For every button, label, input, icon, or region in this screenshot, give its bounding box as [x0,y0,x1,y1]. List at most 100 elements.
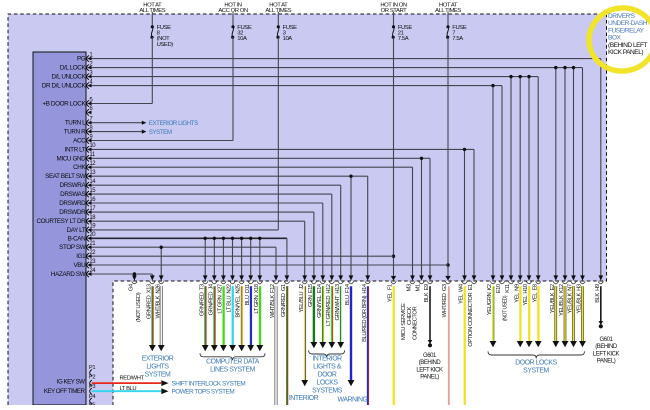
svg-text:OPTION CONNECTOR E1: OPTION CONNECTOR E1 [468,284,474,347]
svg-text:KICK PANEL): KICK PANEL) [608,49,643,56]
svg-text:UNDER-DASH: UNDER-DASH [608,20,648,27]
svg-text:23: 23 [89,259,96,265]
svg-text:ALL TIMES: ALL TIMES [265,8,291,14]
svg-text:FUSE: FUSE [398,25,413,31]
svg-text:ALL TIMES: ALL TIMES [435,8,461,14]
svg-text:CONNECTOR: CONNECTOR [412,307,418,340]
svg-text:20: 20 [89,232,96,238]
svg-text:16: 16 [89,197,96,203]
svg-text:YEL/BLU J2: YEL/BLU J2 [299,284,305,312]
svg-text:15: 15 [89,188,96,194]
svg-text:KEY OFF TIMER: KEY OFF TIMER [44,388,86,395]
svg-text:P1: P1 [89,365,95,371]
svg-text:YEL F1: YEL F1 [388,284,394,302]
svg-text:FUSE: FUSE [237,25,252,31]
svg-text:STOP SW: STOP SW [59,244,86,251]
svg-text:BLU/RED (OR BRN) H14: BLU/RED (OR BRN) H14 [362,283,368,342]
svg-text:HAZARD SW: HAZARD SW [51,271,86,278]
svg-text:CHECK: CHECK [407,306,413,325]
svg-text:12: 12 [89,161,96,167]
svg-text:1: 1 [89,52,93,58]
svg-text:24: 24 [89,268,96,274]
svg-text:HOT IN: HOT IN [224,2,241,8]
svg-text:5: 5 [89,97,93,103]
svg-text:+B DOOR LOCK: +B DOOR LOCK [42,101,86,108]
svg-text:LEFT KICK: LEFT KICK [593,351,620,357]
svg-text:G601: G601 [423,353,437,359]
svg-text:YEL E8: YEL E8 [532,284,538,302]
svg-text:HOT AT: HOT AT [439,2,458,8]
svg-text:FUSE: FUSE [283,25,298,31]
svg-text:2: 2 [89,61,93,67]
svg-text:7.5A: 7.5A [452,36,463,42]
svg-text:7: 7 [89,117,93,123]
svg-text:LOCKS: LOCKS [316,380,338,387]
svg-text:GRN/RED G1: GRN/RED G1 [281,284,287,317]
svg-text:6: 6 [89,106,93,112]
svg-text:FUSE/RELAY: FUSE/RELAY [608,27,645,34]
svg-text:SYSTEM: SYSTEM [145,372,171,379]
svg-text:YEL/BLK E2: YEL/BLK E2 [550,284,556,313]
svg-text:INTERIOR: INTERIOR [289,395,319,402]
svg-text:11: 11 [89,152,95,158]
svg-text:POWER TOPS SYSTEM: POWER TOPS SYSTEM [172,389,235,396]
svg-text:(NOT USED): (NOT USED) [503,295,509,321]
svg-text:INTR LT: INTR LT [65,146,86,153]
svg-text:DRSWRD: DRSWRD [59,200,86,207]
svg-text:18: 18 [89,215,96,221]
svg-text:FUSE: FUSE [452,25,467,31]
svg-text:MICU SERVICE: MICU SERVICE [401,303,407,340]
svg-text:(BEHIND: (BEHIND [419,360,442,366]
svg-text:PG: PG [77,56,86,63]
svg-text:IG1: IG1 [76,253,86,260]
svg-text:YEL/BLK H3: YEL/BLK H3 [577,284,583,313]
svg-text:LT GRN X18: LT GRN X18 [254,284,260,314]
svg-text:OR START: OR START [381,8,407,14]
svg-text:P2: P2 [89,375,95,381]
svg-text:DRSWRA: DRSWRA [60,182,87,189]
svg-text:G601: G601 [600,337,614,343]
svg-text:PANEL): PANEL) [597,359,616,365]
svg-text:EXTERIOR: EXTERIOR [142,356,174,363]
svg-text:HOT AT: HOT AT [269,2,288,8]
svg-text:13: 13 [89,170,96,176]
svg-text:YEL/GRN K2: YEL/GRN K2 [487,284,493,315]
svg-text:3: 3 [283,31,287,37]
svg-text:E10: E10 [496,284,502,293]
svg-text:DOOR: DOOR [318,372,337,379]
svg-text:GRN/RED T3: GRN/RED T3 [199,284,205,316]
svg-text:K11: K11 [505,284,511,293]
svg-text:YEL H10: YEL H10 [523,284,529,305]
svg-text:BLK H9: BLK H9 [595,284,601,303]
svg-text:D/L UNLOCK: D/L UNLOCK [52,74,87,81]
svg-text:SEAT BELT SW: SEAT BELT SW [45,173,86,180]
svg-text:INTERIOR: INTERIOR [312,356,342,363]
svg-text:SYSTEMS: SYSTEMS [312,388,343,395]
svg-text:DAY LT: DAY LT [67,227,86,234]
svg-text:SHIFT INTERLOCK SYSTEM: SHIFT INTERLOCK SYSTEM [172,380,246,387]
svg-text:GRN/YEL E14: GRN/YEL E14 [317,283,323,318]
svg-text:P4: P4 [89,394,96,400]
svg-text:BLK E9: BLK E9 [424,284,430,302]
svg-text:22: 22 [89,250,96,256]
svg-text:14: 14 [89,179,96,185]
svg-text:(BEHIND: (BEHIND [595,344,618,350]
svg-text:MICU GND: MICU GND [57,155,87,162]
svg-text:HOT IN ON: HOT IN ON [380,2,406,8]
svg-text:BOX: BOX [608,35,622,42]
svg-text:WHT/BLK N26: WHT/BLK N26 [155,284,161,318]
svg-text:RED/WHT: RED/WHT [120,376,145,382]
svg-text:9: 9 [89,134,93,140]
svg-text:LT BLU N22: LT BLU N22 [227,284,233,312]
svg-text:GRN/WHT H13: GRN/WHT H13 [335,284,341,320]
svg-text:DRSWDR: DRSWDR [59,209,86,216]
svg-text:G4: G4 [129,283,135,291]
svg-text:GRN E15: GRN E15 [308,284,314,307]
svg-text:USED): USED) [157,42,174,48]
svg-text:DR D/L UNLOCK: DR D/L UNLOCK [42,83,87,90]
svg-text:LIGHTS &: LIGHTS & [313,364,342,371]
svg-text:LEFT KICK: LEFT KICK [416,367,443,373]
svg-text:CHK: CHK [73,164,86,171]
svg-text:8: 8 [157,31,161,37]
svg-text:YEL N9: YEL N9 [514,284,520,303]
